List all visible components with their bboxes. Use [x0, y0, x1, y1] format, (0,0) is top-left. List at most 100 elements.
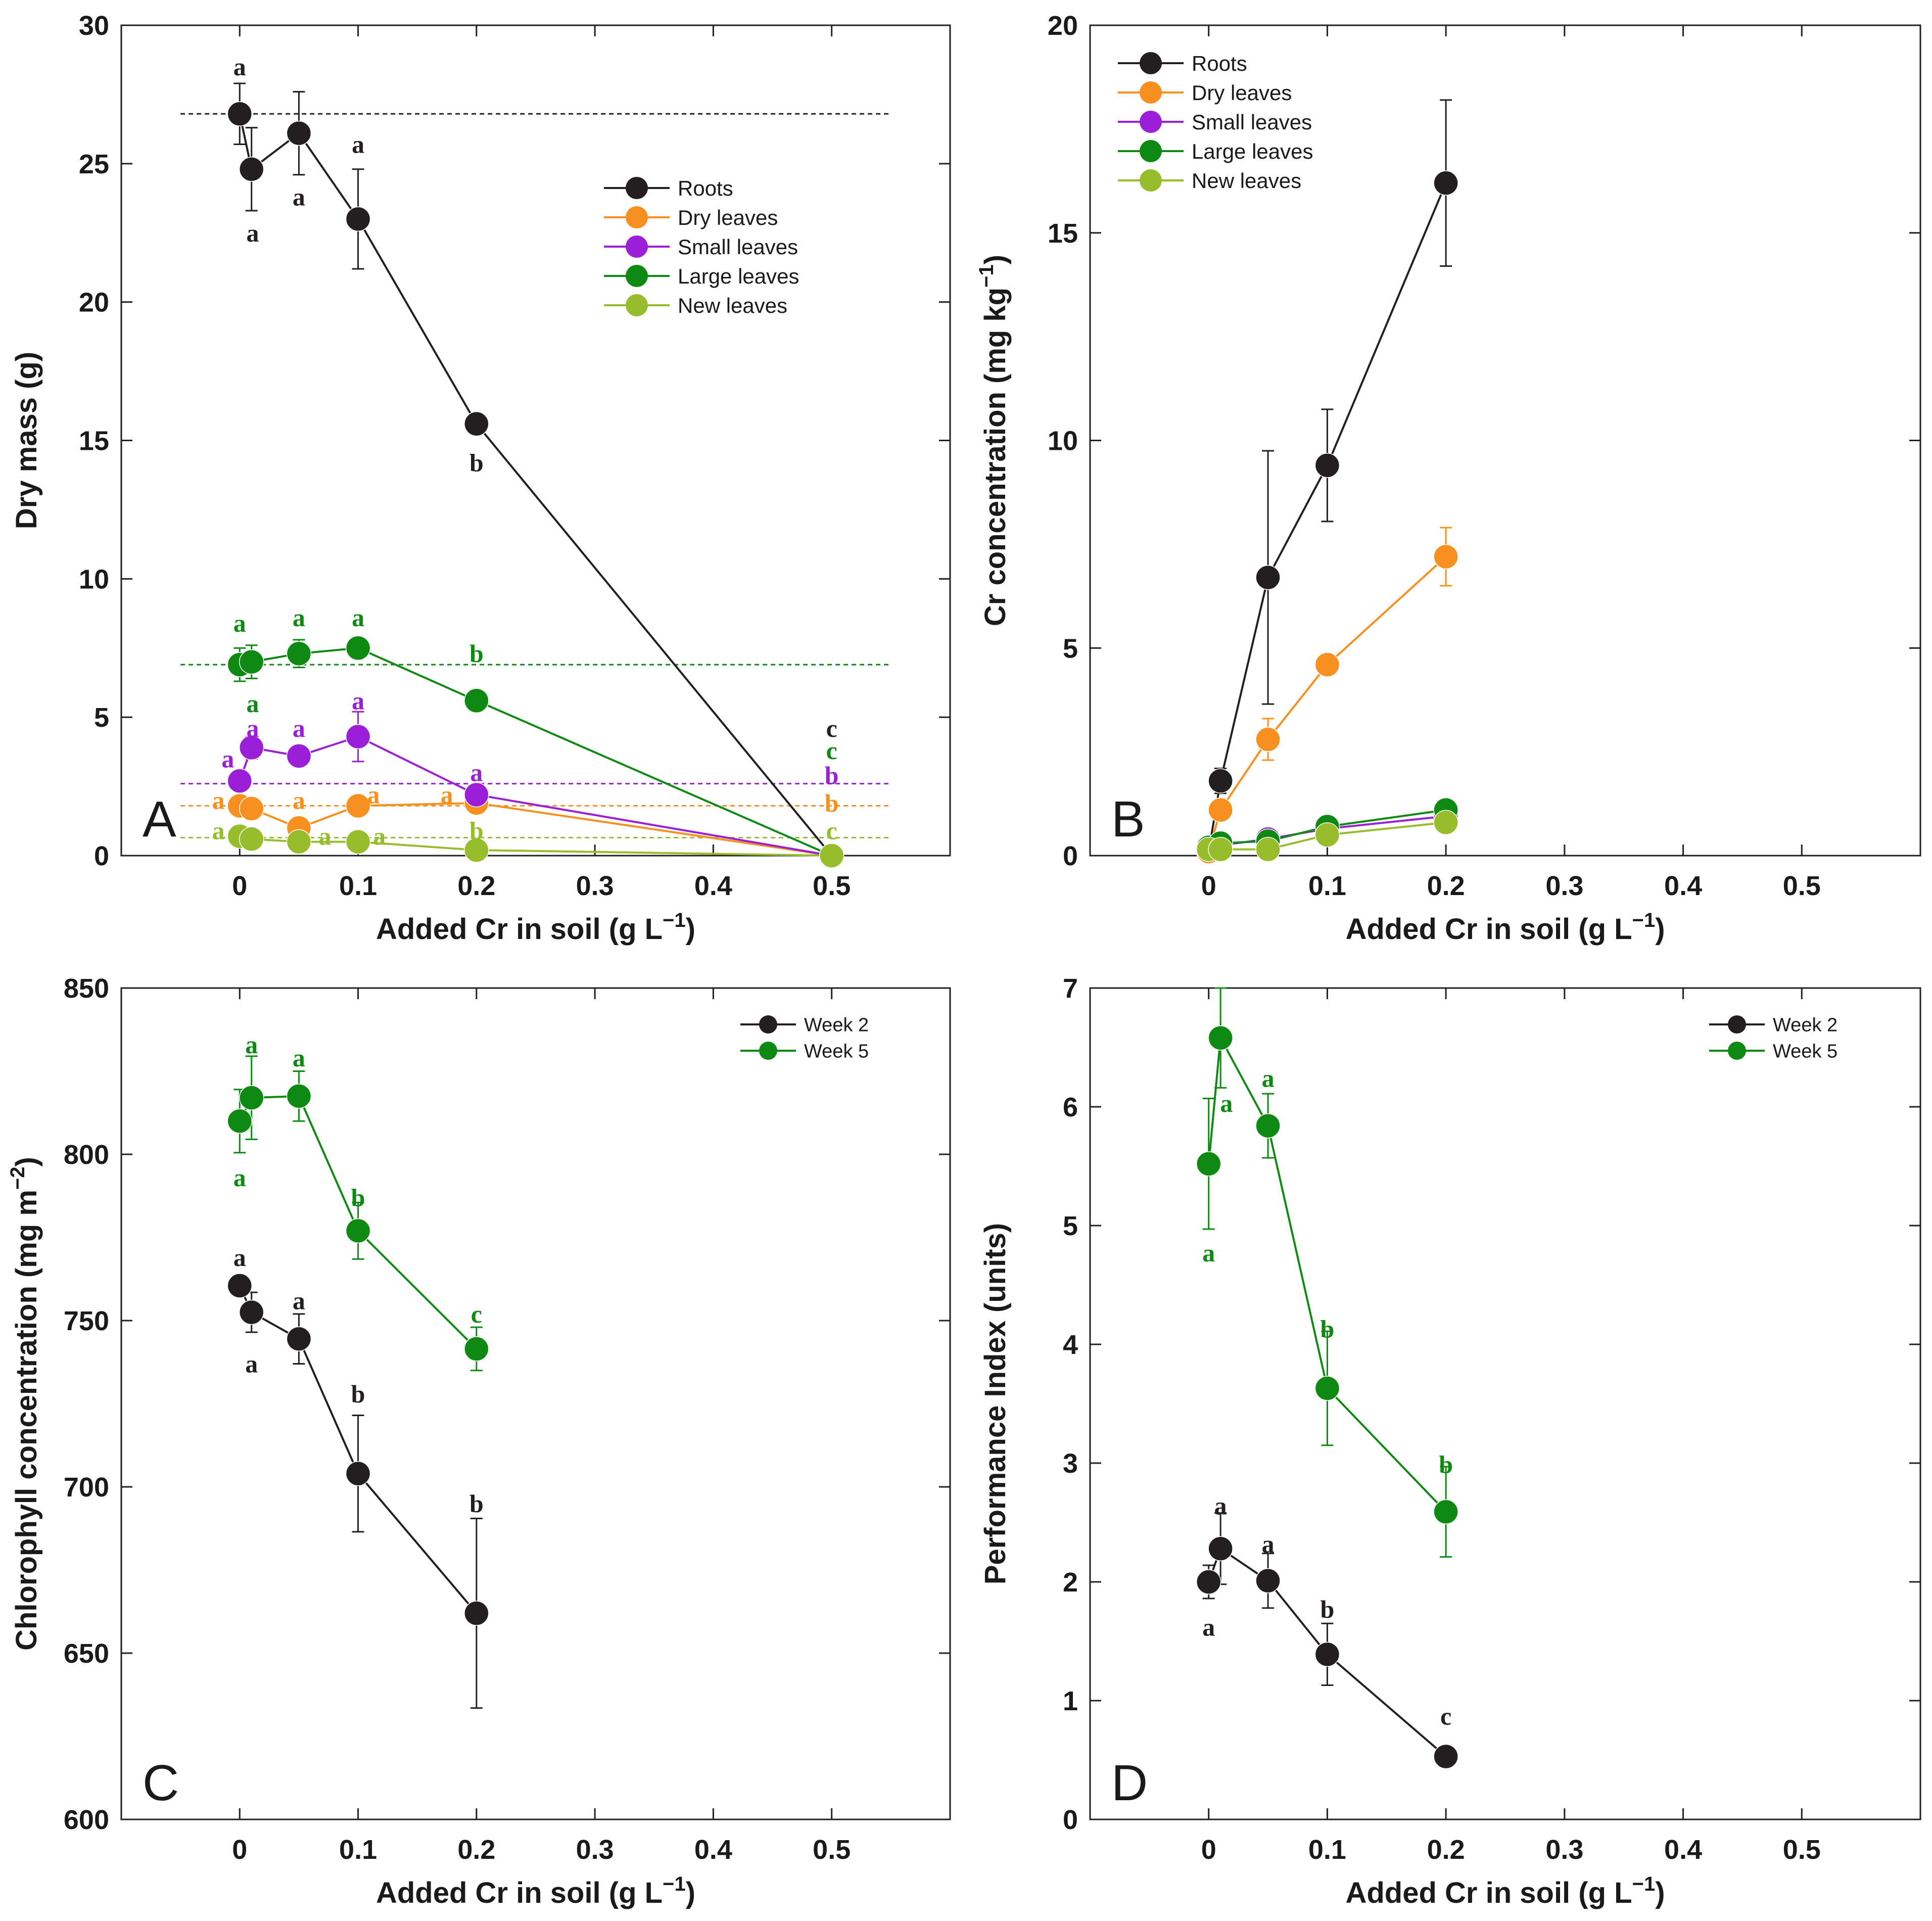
- y-tick-label: 10: [1048, 426, 1078, 456]
- x-tick-label: 0.5: [1783, 871, 1821, 901]
- series-week-5: [227, 1055, 489, 1372]
- x-tick-label: 0.2: [1427, 1835, 1465, 1865]
- significance-label: c: [826, 736, 837, 765]
- y-axis-title-sup: −1: [975, 264, 998, 288]
- data-point: [345, 1218, 371, 1244]
- y-tick-label: 750: [64, 1306, 109, 1336]
- significance-label: a: [1214, 1492, 1227, 1520]
- y-tick-label: 5: [94, 702, 109, 733]
- data-point: [286, 120, 312, 146]
- x-axis-title-main: Added Cr in soil (g L: [376, 1877, 663, 1909]
- data-point: [1255, 1113, 1281, 1139]
- significance-label: a: [470, 759, 483, 787]
- significance-label: b: [1439, 1450, 1453, 1478]
- y-tick-label: 600: [64, 1805, 109, 1835]
- legend-label-small-leaves: Small leaves: [1192, 110, 1312, 134]
- significance-label: a: [212, 817, 225, 845]
- legend-label-new-leaves: New leaves: [1192, 169, 1301, 193]
- significance-label: a: [373, 822, 386, 851]
- legend: Roots Dry leaves Small leaves Large leaves N…: [604, 176, 799, 317]
- significance-label: b: [825, 761, 839, 789]
- y-tick-label: 3: [1063, 1448, 1078, 1479]
- x-tick-label: 0.1: [1308, 1835, 1346, 1865]
- y-tick-label: 800: [64, 1140, 109, 1170]
- significance-label: a: [1262, 1530, 1275, 1558]
- data-point: [1208, 1536, 1233, 1561]
- data-point: [345, 793, 371, 819]
- x-tick-label: 0.2: [457, 871, 495, 901]
- legend-marker-roots: [626, 177, 648, 199]
- y-tick-label: 700: [64, 1472, 109, 1503]
- data-point: [286, 1084, 312, 1109]
- data-point: [464, 411, 489, 437]
- legend-marker-roots: [1140, 52, 1162, 74]
- y-tick-label: 5: [1063, 633, 1078, 664]
- data-point: [464, 782, 489, 808]
- data-point: [464, 688, 489, 714]
- x-tick-label: 0.4: [1664, 1835, 1702, 1865]
- significance-label: a: [247, 219, 259, 247]
- x-tick-label: 0.3: [1545, 871, 1583, 901]
- legend: Week 2 Week 5: [1709, 1015, 1837, 1062]
- panel-letter: C: [143, 1755, 179, 1811]
- x-axis-title: Added Cr in soil (g L−1): [376, 1873, 695, 1909]
- data-point: [239, 157, 264, 182]
- x-tick-label: 0: [1201, 1835, 1216, 1865]
- data-point: [1314, 652, 1340, 677]
- y-axis-title: Dry mass (g): [10, 352, 43, 529]
- significance-label: c: [471, 1300, 482, 1328]
- significance-label: a: [245, 1030, 258, 1059]
- y-tick-label: 650: [64, 1638, 109, 1669]
- data-point: [1208, 797, 1233, 823]
- significance-label: a: [293, 786, 305, 814]
- data-point: [1255, 565, 1281, 590]
- x-tick-label: 0.3: [1545, 1835, 1583, 1865]
- significance-label: b: [469, 639, 484, 668]
- data-point: [1433, 544, 1458, 570]
- significance-label: a: [293, 183, 305, 211]
- legend: Week 2 Week 5: [740, 1015, 869, 1062]
- data-point: [464, 837, 489, 863]
- series-week-2: [1196, 1512, 1458, 1769]
- data-point: [1433, 1744, 1458, 1769]
- panel-a: 0 0.1 0.2 0.3 0.4 0.5 0 5 10 15 20 25 30 Added Cr in …: [10, 11, 951, 946]
- data-point: [1196, 1151, 1221, 1177]
- x-axis-title-sup: −1: [663, 909, 686, 931]
- x-axis-title: Added Cr in soil (g L−1): [1345, 909, 1665, 946]
- legend-label-dry-leaves: Dry leaves: [1192, 81, 1292, 105]
- y-axis-title: Cr concentration (mg kg−1): [975, 255, 1012, 626]
- panel-b: 0 0.1 0.2 0.3 0.4 0.5 0 5 10 15 20 Added Cr in soil…: [975, 11, 1921, 946]
- y-tick-label: 15: [1048, 218, 1078, 249]
- data-point: [345, 206, 371, 232]
- significance-label: a: [1202, 1239, 1215, 1267]
- significance-label: a: [293, 714, 305, 742]
- x-tick-label: 0: [232, 1835, 247, 1865]
- data-point: [239, 1299, 264, 1325]
- data-point: [1208, 1025, 1233, 1051]
- x-tick-label: 0.1: [1308, 871, 1346, 901]
- legend-label-week-2: Week 2: [804, 1015, 869, 1036]
- legend-marker-week-2: [1728, 1015, 1746, 1034]
- data-point: [239, 826, 264, 852]
- legend-label-new-leaves: New leaves: [678, 294, 787, 317]
- y-tick-label: 1: [1063, 1686, 1078, 1716]
- y-axis-title-sup: −2: [7, 1166, 29, 1190]
- significance-label: b: [1321, 1315, 1335, 1343]
- x-tick-label: 0.1: [339, 871, 377, 901]
- x-axis-title-main: Added Cr in soil (g L: [1345, 1877, 1632, 1909]
- data-point: [1208, 768, 1233, 793]
- significance-label: a: [352, 686, 364, 715]
- y-axis-title-main: Performance Index (units): [979, 1223, 1012, 1584]
- panel-letter: A: [143, 791, 176, 848]
- x-tick-label: 0.1: [339, 1835, 377, 1865]
- x-tick-label: 0.5: [1783, 1835, 1821, 1865]
- data-point: [286, 829, 312, 855]
- significance-label: a: [1262, 1064, 1275, 1093]
- data-point: [464, 1336, 489, 1362]
- significance-label: a: [293, 603, 305, 632]
- significance-label: c: [1440, 1702, 1451, 1730]
- y-axis-title-main: Chlorophyll concentration (mg m: [10, 1190, 43, 1651]
- y-tick-label: 30: [79, 11, 109, 41]
- panel-letter: B: [1111, 791, 1145, 848]
